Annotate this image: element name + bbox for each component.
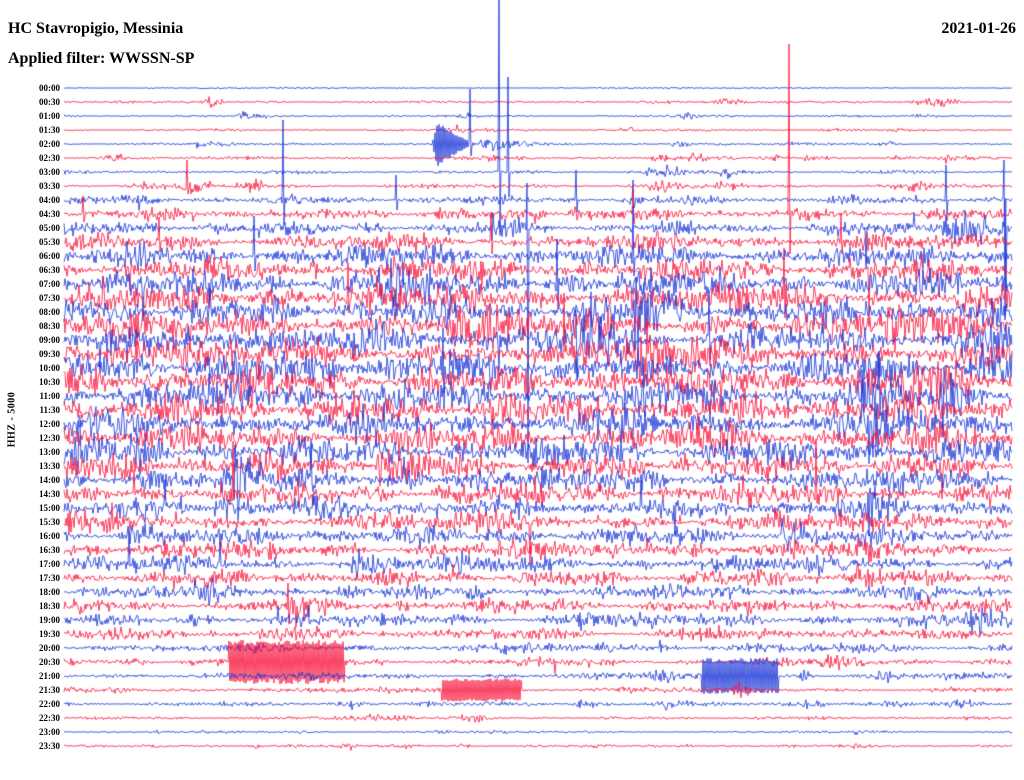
time-label: 21:30 <box>39 685 60 695</box>
time-label: 16:30 <box>39 545 60 555</box>
time-label: 18:00 <box>39 587 60 597</box>
time-label: 09:30 <box>39 349 60 359</box>
time-label: 12:00 <box>39 419 60 429</box>
time-label: 05:00 <box>39 223 60 233</box>
time-label: 16:00 <box>39 531 60 541</box>
time-label: 03:30 <box>39 181 60 191</box>
applied-filter-label: Applied filter: WWSSN-SP <box>8 50 195 67</box>
time-label: 23:30 <box>39 741 60 751</box>
time-label: 14:00 <box>39 475 60 485</box>
time-label: 01:30 <box>39 125 60 135</box>
time-label: 11:30 <box>39 405 60 415</box>
time-label: 19:30 <box>39 629 60 639</box>
time-label: 13:30 <box>39 461 60 471</box>
time-label: 02:30 <box>39 153 60 163</box>
time-label: 11:00 <box>39 391 60 401</box>
date-label: 2021-01-26 <box>941 20 1016 37</box>
time-label: 17:00 <box>39 559 60 569</box>
time-axis: 00:00 00:30 01:00 01:30 02:00 02:30 03:00 03:30… <box>0 0 64 780</box>
time-label: 20:00 <box>39 643 60 653</box>
time-label: 23:00 <box>39 727 60 737</box>
time-label: 20:30 <box>39 657 60 667</box>
time-label: 07:30 <box>39 293 60 303</box>
time-label: 08:30 <box>39 321 60 331</box>
time-label: 17:30 <box>39 573 60 583</box>
time-label: 06:00 <box>39 251 60 261</box>
time-label: 07:00 <box>39 279 60 289</box>
time-label: 10:00 <box>39 363 60 373</box>
time-label: 15:30 <box>39 517 60 527</box>
time-label: 19:00 <box>39 615 60 625</box>
time-label: 01:00 <box>39 111 60 121</box>
time-label: 09:00 <box>39 335 60 345</box>
time-label: 06:30 <box>39 265 60 275</box>
time-label: 22:00 <box>39 699 60 709</box>
time-label: 04:30 <box>39 209 60 219</box>
time-label: 00:30 <box>39 97 60 107</box>
time-label: 05:30 <box>39 237 60 247</box>
time-label: 08:00 <box>39 307 60 317</box>
station-title: HC Stavropigio, Messinia <box>8 20 184 37</box>
time-label: 14:30 <box>39 489 60 499</box>
time-label: 10:30 <box>39 377 60 387</box>
time-label: 12:30 <box>39 433 60 443</box>
time-label: 00:00 <box>39 83 60 93</box>
time-label: 03:00 <box>39 167 60 177</box>
time-label: 22:30 <box>39 713 60 723</box>
time-label: 18:30 <box>39 601 60 611</box>
time-label: 04:00 <box>39 195 60 205</box>
time-label: 15:00 <box>39 503 60 513</box>
time-label: 21:00 <box>39 671 60 681</box>
time-label: 02:00 <box>39 139 60 149</box>
time-label: 13:00 <box>39 447 60 457</box>
